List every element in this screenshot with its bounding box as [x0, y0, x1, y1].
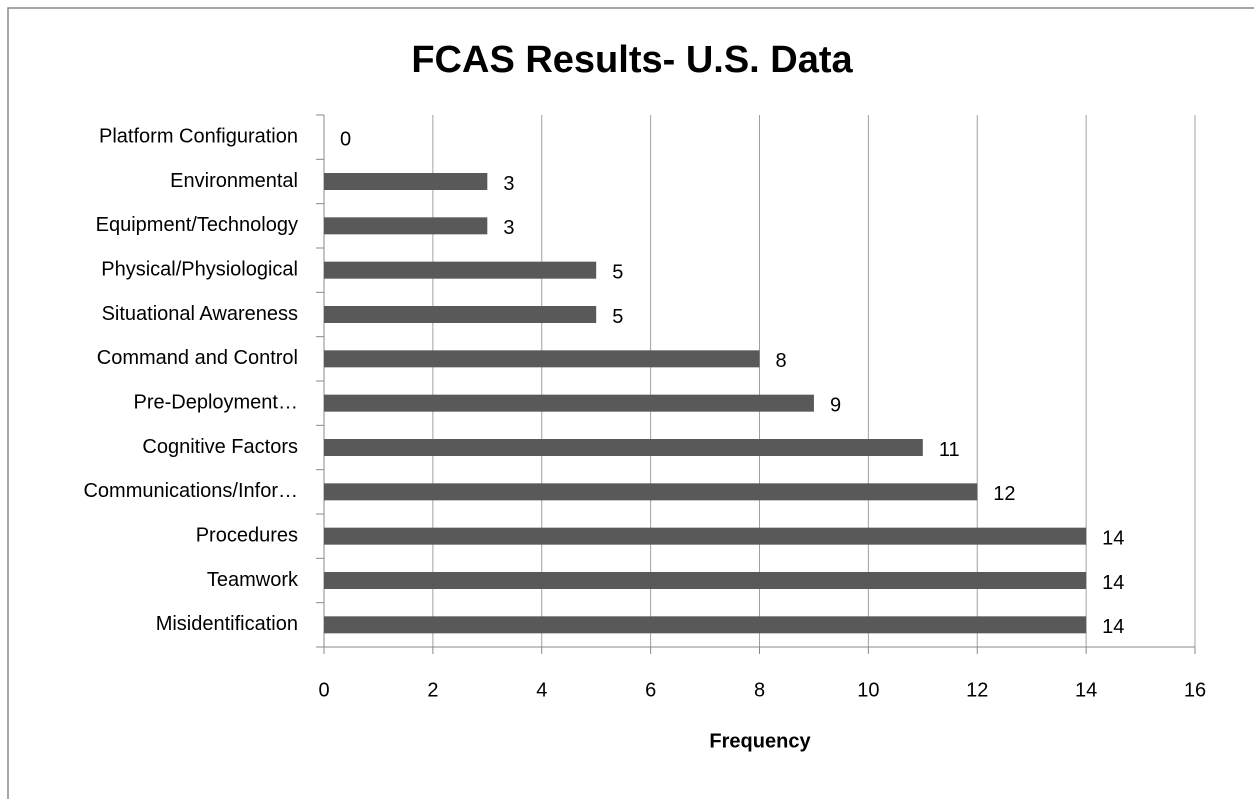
y-tick-label: Platform Configuration — [99, 125, 298, 147]
x-axis-label: Frequency — [709, 730, 811, 752]
y-tick-label: Environmental — [170, 170, 298, 192]
bar — [324, 261, 597, 279]
y-tick-label: Cognitive Factors — [142, 436, 298, 458]
y-tick-label: Equipment/Technology — [96, 214, 298, 236]
value-label: 8 — [776, 350, 787, 372]
x-tick-label: 10 — [857, 679, 879, 701]
x-tick-label: 4 — [536, 679, 547, 701]
value-label: 3 — [503, 173, 514, 195]
x-tick-label: 12 — [966, 679, 988, 701]
bar — [324, 483, 978, 501]
y-tick-label: Communications/Infor… — [83, 480, 298, 502]
x-tick-label: 0 — [318, 679, 329, 701]
value-label: 5 — [612, 306, 623, 328]
bar — [324, 306, 597, 323]
x-tick-label: 8 — [754, 679, 765, 701]
value-label: 12 — [993, 483, 1015, 505]
bar — [324, 217, 488, 235]
y-tick-label: Pre-Deployment… — [133, 391, 298, 413]
bar — [324, 173, 488, 190]
y-tick-label: Procedures — [196, 524, 298, 546]
bar — [324, 572, 1087, 589]
y-tick-label: Command and Control — [97, 347, 298, 369]
value-label: 3 — [503, 217, 514, 239]
bar — [324, 616, 1087, 634]
y-tick-label: Situational Awareness — [102, 303, 298, 325]
x-tick-label: 14 — [1075, 679, 1097, 701]
x-tick-label: 16 — [1184, 679, 1206, 701]
value-label: 11 — [939, 439, 960, 461]
value-label: 9 — [830, 394, 841, 416]
y-tick-label: Misidentification — [156, 613, 298, 635]
value-label: 14 — [1102, 616, 1124, 638]
value-label: 0 — [340, 128, 351, 150]
value-label: 14 — [1102, 572, 1124, 594]
y-tick-label: Teamwork — [207, 569, 299, 591]
y-tick-label: Physical/Physiological — [101, 258, 298, 280]
x-tick-label: 2 — [427, 679, 438, 701]
chart-border — [7, 7, 1254, 799]
value-label: 14 — [1102, 527, 1124, 549]
bar — [324, 350, 760, 368]
bar — [324, 527, 1087, 545]
value-label: 5 — [612, 261, 623, 283]
chart-title: FCAS Results- U.S. Data — [411, 39, 853, 81]
bar — [324, 439, 923, 456]
bar — [324, 394, 814, 412]
x-tick-label: 6 — [645, 679, 656, 701]
